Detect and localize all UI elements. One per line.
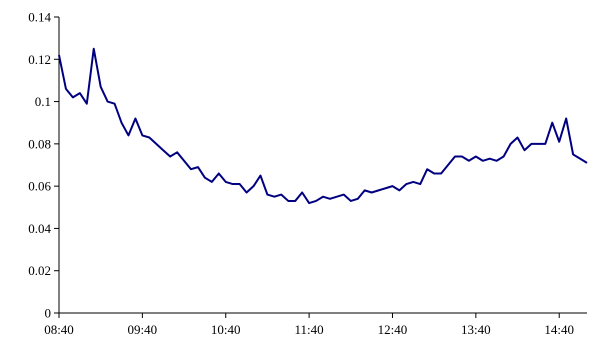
data-point — [440, 172, 442, 174]
x-tick-label: 10:40 — [211, 322, 241, 337]
data-point — [391, 185, 393, 187]
y-tick-label: 0.06 — [28, 179, 51, 194]
data-point — [155, 143, 157, 145]
data-point — [551, 122, 553, 124]
data-point — [218, 172, 220, 174]
data-point — [266, 194, 268, 196]
data-point — [79, 92, 81, 94]
data-point — [176, 151, 178, 153]
y-tick-label: 0.12 — [28, 52, 51, 67]
data-point — [259, 175, 261, 177]
data-point — [253, 185, 255, 187]
x-tick-label: 09:40 — [128, 322, 158, 337]
y-axis: 0 0.02 0.04 0.06 0.08 0.1 0.12 0.14 — [28, 10, 60, 321]
data-point — [246, 191, 248, 193]
data-point — [378, 189, 380, 191]
data-point — [343, 194, 345, 196]
x-tick-label: 11:40 — [295, 322, 324, 337]
data-point — [586, 162, 588, 164]
x-tick-label: 08:40 — [44, 322, 74, 337]
data-point — [412, 181, 414, 183]
data-point — [385, 187, 387, 189]
data-point — [239, 183, 241, 185]
data-point — [523, 149, 525, 151]
x-tick-label: 13:40 — [461, 322, 491, 337]
data-point — [558, 141, 560, 143]
data-point — [148, 137, 150, 139]
data-point — [461, 156, 463, 158]
series-line — [58, 47, 588, 205]
y-tick-label: 0.08 — [28, 136, 51, 151]
data-point — [530, 143, 532, 145]
data-point — [579, 158, 581, 160]
data-point — [280, 194, 282, 196]
data-point — [121, 122, 123, 124]
data-point — [426, 168, 428, 170]
data-point — [183, 160, 185, 162]
data-point — [322, 196, 324, 198]
data-point — [93, 48, 95, 50]
data-point — [364, 189, 366, 191]
data-point — [162, 149, 164, 151]
data-point — [190, 168, 192, 170]
data-point — [336, 196, 338, 198]
data-point — [169, 156, 171, 158]
data-point — [537, 143, 539, 145]
data-point — [72, 96, 74, 98]
data-point — [65, 88, 67, 90]
data-point — [357, 198, 359, 200]
data-point — [287, 200, 289, 202]
data-point — [114, 103, 116, 105]
data-point — [419, 183, 421, 185]
data-point — [301, 191, 303, 193]
data-point — [308, 202, 310, 204]
data-point — [294, 200, 296, 202]
y-tick-label: 0.1 — [35, 94, 51, 109]
data-point — [447, 164, 449, 166]
y-tick-label: 0.02 — [28, 263, 51, 278]
data-point — [107, 101, 109, 103]
data-point — [371, 191, 373, 193]
data-point — [329, 198, 331, 200]
x-axis: 08:40 09:40 10:40 11:40 12:40 13:40 14:40 — [44, 312, 587, 337]
data-point — [544, 143, 546, 145]
data-point — [100, 86, 102, 88]
data-point — [232, 183, 234, 185]
data-point — [405, 183, 407, 185]
data-point — [468, 160, 470, 162]
y-tick-label: 0.04 — [28, 221, 51, 236]
data-point — [572, 153, 574, 155]
data-point — [86, 103, 88, 105]
data-point — [127, 134, 129, 136]
data-point — [134, 117, 136, 119]
data-point — [503, 156, 505, 158]
data-point — [510, 143, 512, 145]
data-point — [141, 134, 143, 136]
data-point — [454, 156, 456, 158]
data-point — [58, 54, 60, 56]
y-tick-label: 0.14 — [28, 10, 51, 25]
data-point — [433, 172, 435, 174]
data-point — [489, 158, 491, 160]
data-point — [197, 166, 199, 168]
data-point — [204, 177, 206, 179]
x-tick-label: 14:40 — [544, 322, 574, 337]
data-point — [482, 160, 484, 162]
data-point — [517, 137, 519, 139]
data-point — [565, 117, 567, 119]
x-tick-label: 12:40 — [378, 322, 408, 337]
series-layer — [58, 47, 588, 205]
data-point — [398, 189, 400, 191]
data-point — [225, 181, 227, 183]
data-point — [211, 181, 213, 183]
y-tick-label: 0 — [45, 306, 52, 321]
data-point — [273, 196, 275, 198]
data-point — [496, 160, 498, 162]
data-point — [315, 200, 317, 202]
data-point — [475, 156, 477, 158]
data-point — [350, 200, 352, 202]
